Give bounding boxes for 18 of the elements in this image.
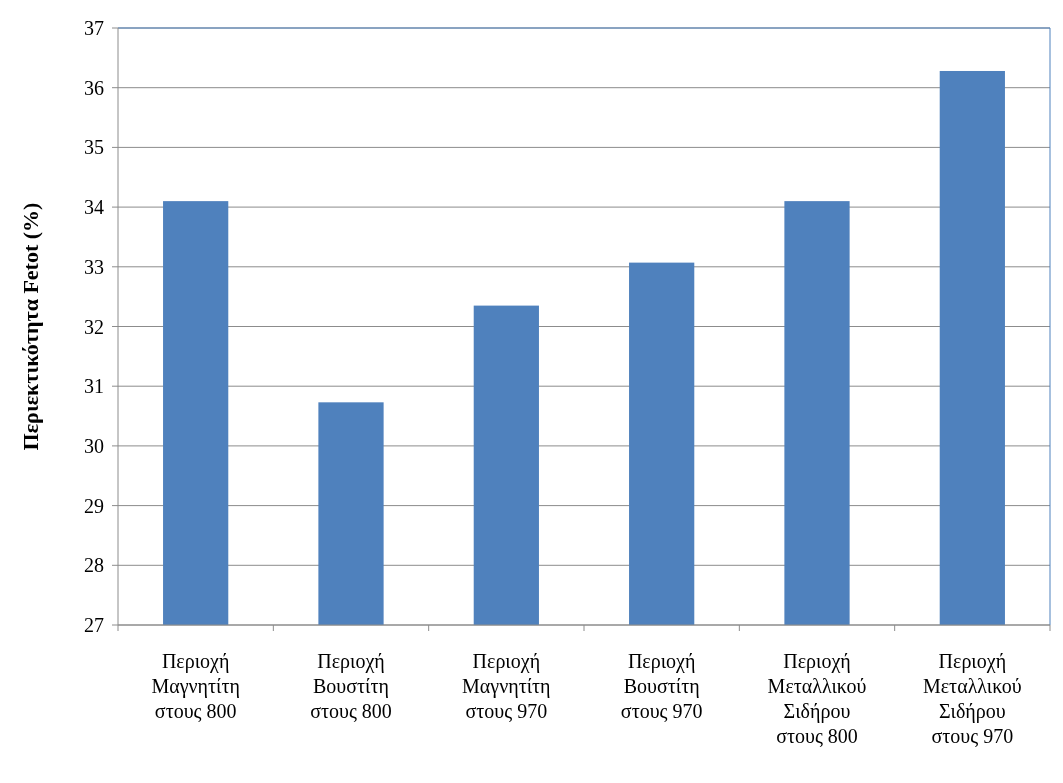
y-tick-label: 30 (84, 434, 104, 457)
y-tick-label: 28 (84, 554, 104, 577)
y-tick-label: 36 (84, 76, 104, 99)
y-tick-label: 34 (84, 196, 104, 219)
y-tick-label: 29 (84, 494, 104, 517)
x-tick-label: Περιοχή Μεταλλικού Σιδήρου στους 970 (922, 650, 1022, 747)
y-tick-label: 35 (84, 136, 104, 159)
x-tick-label: Περιοχή Μαγνητίτη στους 970 (462, 650, 551, 722)
y-tick-label: 27 (84, 614, 104, 636)
x-tick-label: Περιοχή Βουστίτη στους 800 (310, 650, 392, 722)
x-tick-label: Περιοχή Μαγνητίτη στους 800 (151, 650, 240, 722)
y-tick-label: 33 (84, 255, 104, 278)
x-tick-label: Περιοχή Βουστίτη στους 970 (620, 650, 703, 722)
x-tick-label: Περιοχή Μεταλλικού Σιδήρου στους 800 (767, 650, 867, 747)
y-tick-label: 37 (84, 17, 104, 39)
y-axis-title: Περιεκτικότητα Fetot (%) (18, 202, 43, 451)
y-tick-label: 31 (84, 375, 104, 398)
y-tick-label: 32 (84, 315, 104, 338)
